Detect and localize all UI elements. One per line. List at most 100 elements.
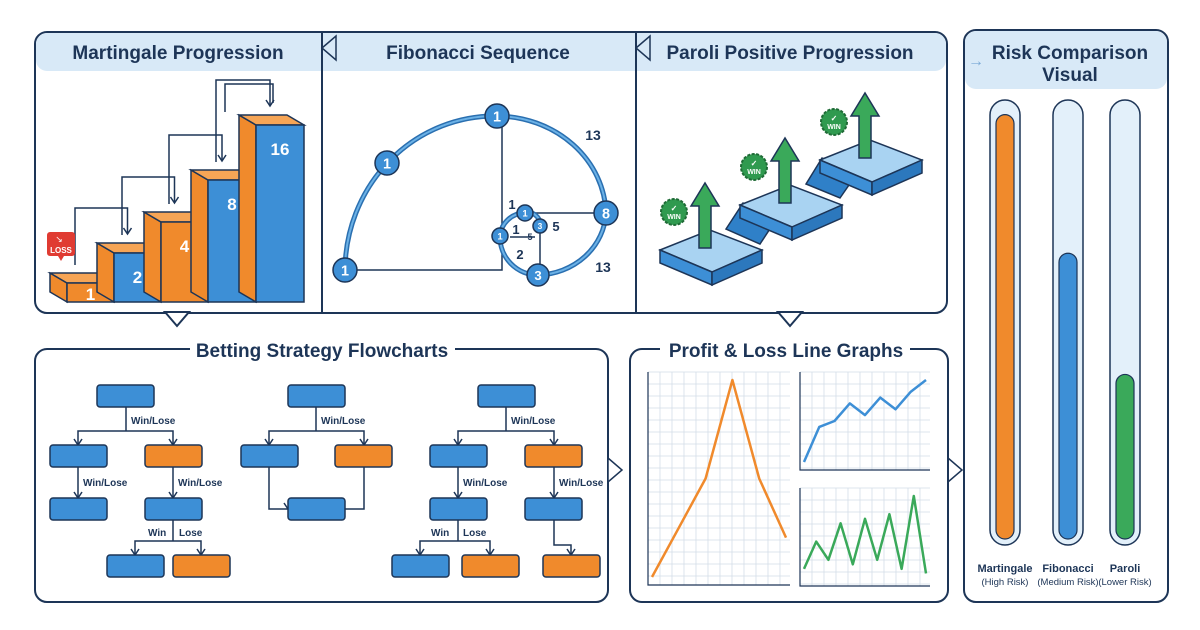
paroli-platform: ✓WIN [658, 181, 764, 287]
win-badge [820, 108, 848, 136]
risk-panel: → Risk Comparison Visual Martingale (High… [963, 29, 1169, 603]
guide-line [345, 116, 503, 271]
risk-bar-fibonacci: Fibonacci (Medium Risk) [1037, 99, 1099, 588]
step-value: 4 [180, 237, 190, 256]
risk-fill [995, 114, 1015, 540]
flow-node [240, 444, 299, 468]
flow-node [106, 554, 165, 578]
progression-arrow [224, 83, 274, 112]
martingale-diagram: 1 2 4 8 16 ↘ LOSS [47, 79, 307, 304]
step-value: 16 [271, 140, 290, 159]
up-arrow-icon [689, 181, 721, 249]
connector-arrow [162, 311, 192, 328]
arrow-head-icon [169, 196, 180, 205]
flow-node [172, 554, 231, 578]
loss-label: LOSS [50, 246, 72, 255]
check-icon: ✓ [751, 159, 758, 168]
flow-edge [268, 407, 365, 445]
step-value: 2 [133, 268, 142, 287]
edge-label: Win/Lose [463, 478, 508, 489]
edge-label: Win/Lose [511, 416, 556, 427]
risk-bar-paroli: Paroli (Lower Risk) [1098, 99, 1152, 588]
edge-label: Win/Lose [131, 416, 176, 427]
fib-node [484, 103, 510, 129]
flow-edge [457, 407, 555, 445]
risk-header-band [965, 31, 1167, 89]
fib-node-label: 1 [522, 209, 528, 220]
badge-pointer [58, 256, 64, 261]
connector-arrow [607, 456, 624, 484]
flow-node [524, 497, 583, 521]
win-label: WIN [747, 169, 761, 176]
risk-name: Paroli [1110, 563, 1141, 575]
check-icon: ✓ [831, 114, 838, 123]
up-arrow-icon [769, 136, 801, 204]
fib-node [516, 204, 534, 222]
edge-label: Win/Lose [83, 478, 128, 489]
risk-name: Fibonacci [1042, 563, 1093, 575]
edge-label: Win/Lose [178, 478, 223, 489]
progression-arrow [215, 79, 271, 162]
paroli-platform: ✓WIN [818, 91, 924, 197]
flow-node [542, 554, 601, 578]
paroli-platform: ✓WIN [738, 136, 844, 242]
platform-side [791, 203, 843, 242]
progression-arrow [168, 134, 223, 204]
fib-node [526, 263, 550, 287]
step-side [143, 210, 162, 304]
flow-edge [345, 467, 365, 510]
loss-badge: ↘ LOSS [47, 232, 75, 261]
connector-arrow [775, 311, 805, 328]
fib-node [332, 257, 358, 283]
risk-bar-martingale: Martingale (High Risk) [977, 99, 1033, 588]
loss-badge-bg [47, 232, 75, 256]
connector-arrow [634, 34, 651, 62]
fib-node-label: 3 [538, 221, 543, 231]
edge-label: Lose [463, 528, 487, 539]
flowcharts-title: Betting Strategy Flowcharts [196, 341, 448, 362]
flow-edge [77, 407, 174, 445]
flow-node [144, 497, 203, 521]
fib-node-label: 1 [497, 232, 503, 243]
edge-label: Win [431, 528, 449, 539]
flow-node [49, 497, 108, 521]
flow-node [96, 384, 155, 408]
down-arrow-icon: ↘ [55, 234, 63, 244]
win-label: WIN [667, 214, 681, 221]
fib-node-label: 1 [341, 263, 349, 279]
fib-node [593, 200, 619, 226]
pnl-line [802, 494, 928, 574]
fib-node-label: 3 [534, 268, 541, 283]
step-value: 8 [227, 195, 236, 214]
flowcharts-panel: Betting Strategy Flowcharts Win/Lose Win/… [34, 338, 609, 603]
arrow-head-icon [122, 227, 133, 236]
fib-node [491, 227, 509, 245]
flow-node [429, 497, 488, 521]
flow-node [334, 444, 393, 468]
arrow-head-icon [217, 154, 227, 163]
fib-label: 13 [585, 127, 601, 143]
platform-side [711, 248, 763, 287]
paroli-diagram: ✓WIN✓WIN✓WIN [658, 91, 924, 287]
flow-node [461, 554, 520, 578]
risk-title-line2: Visual [1042, 65, 1098, 86]
pnl-line [650, 378, 788, 578]
axis [799, 372, 930, 471]
axis [799, 488, 930, 587]
fib-node [374, 150, 400, 176]
title-backdrop [190, 338, 455, 362]
martingale-step: 16 [236, 113, 307, 304]
risk-level: (Lower Risk) [1098, 577, 1151, 588]
flow-node [429, 444, 488, 468]
step-side [190, 168, 209, 304]
connector-arrow [947, 456, 964, 484]
flow-node [391, 554, 450, 578]
pnl-panel: Profit & Loss Line Graphs [629, 338, 949, 603]
progression-arrow [121, 176, 176, 235]
step-front [255, 124, 305, 303]
flow-node [524, 444, 583, 468]
edge-label: Win/Lose [559, 478, 604, 489]
flow-edge [553, 520, 572, 555]
